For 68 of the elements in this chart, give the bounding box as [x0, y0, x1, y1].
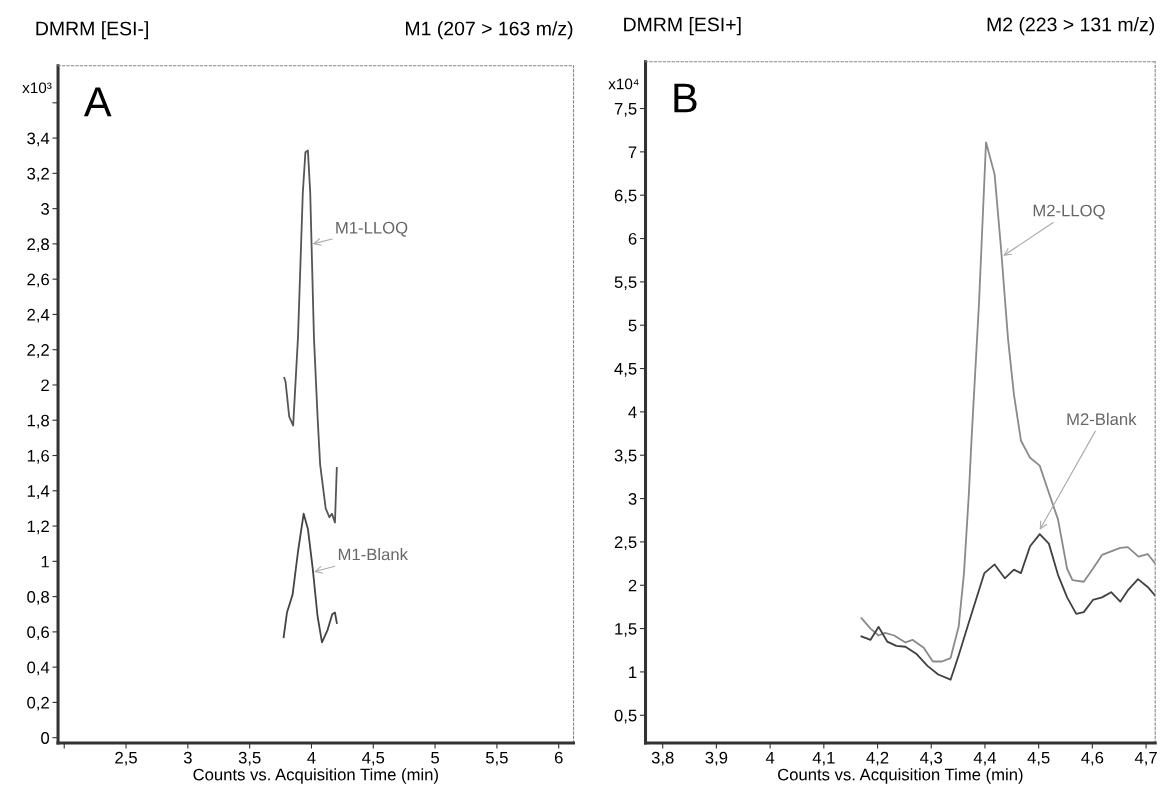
y-tick-label: 6,5: [614, 189, 637, 204]
y-tick-label: 1,4: [27, 485, 50, 499]
chart-subtitle: M1 (207 > 163 m/z): [406, 21, 573, 40]
x-tick-label: 4,5: [362, 751, 385, 766]
y-tick-label: 2,6: [27, 273, 49, 288]
y-tick-label: 0,2: [27, 696, 49, 711]
annotation: B: [674, 83, 697, 113]
x-axis-title: Counts vs. Acquisition Time (min): [778, 768, 1023, 784]
x-tick-label: 4,7: [1134, 751, 1157, 766]
annotation: M1-Blank: [338, 548, 408, 561]
y-tick-label: 3,2: [27, 167, 49, 182]
y-tick-label: 2,5: [614, 536, 637, 551]
y-tick-label: 0: [41, 732, 50, 744]
y-tick-label: 7,5: [614, 103, 637, 117]
y-tick-label: 0,6: [27, 626, 49, 641]
annotation: M2-LLOQ: [1033, 204, 1105, 220]
line-series: [283, 149, 338, 524]
x-tick-label: 4,6: [1081, 751, 1104, 766]
x-tick-label: 4,5: [1027, 751, 1050, 766]
chart-title: DMRM [ESI+]: [624, 17, 741, 36]
x-tick-label: 4,2: [866, 751, 889, 766]
y-tick-label: 0,8: [27, 591, 49, 605]
y-tick-label: 1,5: [615, 623, 637, 637]
x-axis-title: Counts vs. Acquisition Time (min): [193, 768, 438, 784]
y-tick-label: 1,8: [27, 414, 49, 429]
y-tick-label: 1: [629, 666, 637, 678]
x-tick-label: 3: [183, 751, 192, 764]
y-axis-title: x10³: [22, 82, 52, 94]
y-tick-label: 6: [628, 232, 637, 245]
x-tick-label: 4,1: [812, 751, 835, 766]
y-tick-label: 0,5: [614, 709, 637, 724]
y-tick-label: 5: [628, 319, 637, 332]
y-axis-title: x10⁴: [608, 78, 639, 90]
x-tick-label: 3,5: [238, 751, 261, 766]
y-tick-label: 1: [41, 555, 49, 568]
x-tick-label: 4,4: [973, 751, 997, 766]
annotation: M1-LLOQ: [336, 221, 408, 237]
x-tick-label: 4: [307, 751, 316, 764]
x-tick-label: 3,9: [705, 751, 728, 766]
chart-title: DMRM [ESI-]: [36, 21, 148, 40]
x-tick-label: 4,3: [920, 751, 943, 766]
line-series: [282, 512, 338, 644]
y-tick-label: 4,5: [614, 363, 637, 377]
y-tick-label: 2: [628, 579, 637, 592]
line-series: [860, 533, 1156, 681]
y-tick-label: 1,2: [27, 520, 49, 535]
y-tick-label: 3: [628, 492, 637, 505]
x-tick-label: 5,5: [485, 751, 508, 766]
chart-subtitle: M2 (223 > 131 m/z): [987, 17, 1154, 36]
y-tick-label: 3,4: [27, 132, 50, 147]
annotation: A: [83, 87, 112, 117]
y-tick-label: 2: [41, 379, 49, 392]
y-tick-label: 5,5: [614, 276, 637, 291]
x-tick-label: 6: [554, 751, 563, 764]
y-tick-label: 3,5: [614, 449, 637, 464]
x-tick-label: 5: [431, 751, 440, 764]
y-tick-label: 2,4: [27, 308, 50, 323]
y-tick-label: 0,4: [27, 661, 50, 676]
x-tick-label: 2,5: [115, 751, 137, 766]
y-tick-label: 2,2: [27, 344, 49, 358]
x-tick-label: 4: [765, 751, 775, 764]
y-tick-label: 2,8: [27, 238, 49, 253]
y-tick-label: 3: [41, 203, 49, 215]
y-tick-label: 7: [628, 146, 637, 158]
y-tick-label: 1,6: [27, 449, 49, 464]
annotation: M2-Blank: [1067, 412, 1137, 426]
y-tick-label: 4: [628, 406, 637, 418]
x-tick-label: 3,8: [651, 751, 674, 766]
